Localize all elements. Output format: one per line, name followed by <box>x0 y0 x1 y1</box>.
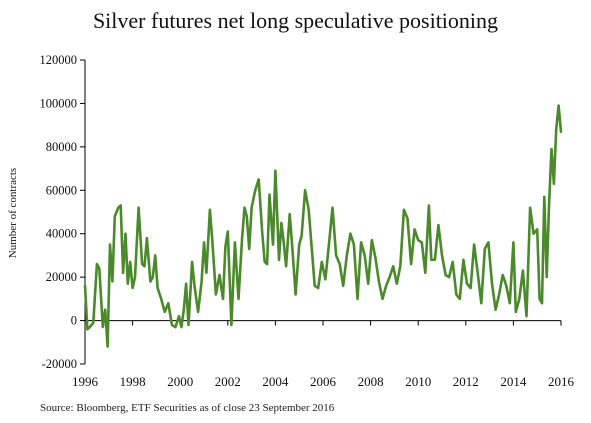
x-tick-label: 1996 <box>72 374 99 389</box>
x-tick-label: 2000 <box>167 374 193 389</box>
x-tick-label: 2012 <box>453 374 479 389</box>
x-tick-label: 2010 <box>405 374 431 389</box>
y-tick-label: 120000 <box>40 53 78 67</box>
x-tick-label: 2016 <box>548 374 575 389</box>
source-note: Source: Bloomberg, ETF Securities as of … <box>40 402 335 414</box>
y-tick-label: 20000 <box>46 270 77 284</box>
x-tick-label: 2008 <box>358 374 384 389</box>
axes: -20000 0 20000 40000 60000 80000 100000 120000 1… <box>40 53 575 389</box>
y-tick-label: -20000 <box>42 357 77 371</box>
y-tick-label: 80000 <box>46 140 77 154</box>
chart-title: Silver futures net long speculative posi… <box>92 8 499 33</box>
x-tick-label: 2002 <box>215 374 241 389</box>
y-tick-label: 0 <box>71 314 77 328</box>
y-axis-label: Number of contracts <box>7 168 19 258</box>
series-line <box>83 104 563 348</box>
y-tick-label: 40000 <box>46 227 77 241</box>
y-tick-label: 60000 <box>46 183 77 197</box>
y-tick-label: 100000 <box>40 96 78 110</box>
x-tick-label: 2004 <box>262 374 289 389</box>
x-tick-label: 2014 <box>500 374 527 389</box>
x-tick-label: 2006 <box>310 374 337 389</box>
x-tick-label: 1998 <box>120 374 146 389</box>
series-layer <box>83 104 563 348</box>
